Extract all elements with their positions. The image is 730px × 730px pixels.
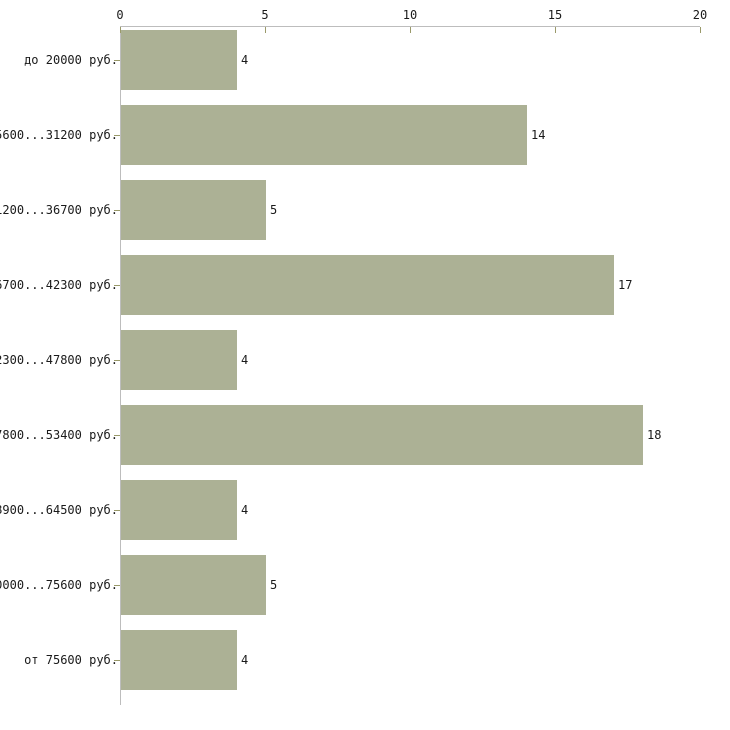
- x-tick-mark: [410, 27, 411, 33]
- x-axis-line: [120, 26, 700, 27]
- x-tick-mark: [700, 27, 701, 33]
- bar[interactable]: [121, 30, 237, 90]
- category-label: 36700...42300 руб.: [0, 278, 118, 292]
- x-tick-mark: [265, 27, 266, 33]
- bar[interactable]: [121, 330, 237, 390]
- x-tick-label: 15: [547, 8, 563, 22]
- y-axis-line: [120, 26, 121, 705]
- category-label: 47800...53400 руб.: [0, 428, 118, 442]
- y-tick-mark: [114, 60, 120, 61]
- bar[interactable]: [121, 480, 237, 540]
- x-tick-label: 0: [116, 8, 124, 22]
- category-label: 31200...36700 руб.: [0, 203, 118, 217]
- bar[interactable]: [121, 180, 266, 240]
- y-tick-mark: [114, 585, 120, 586]
- y-tick-mark: [114, 210, 120, 211]
- y-tick-mark: [114, 285, 120, 286]
- bar-value-label: 4: [241, 653, 249, 667]
- bar-value-label: 17: [618, 278, 633, 292]
- y-tick-mark: [114, 510, 120, 511]
- x-tick-label: 10: [402, 8, 418, 22]
- bar[interactable]: [121, 630, 237, 690]
- bar-value-label: 4: [241, 53, 249, 67]
- bar[interactable]: [121, 555, 266, 615]
- x-tick-mark: [555, 27, 556, 33]
- category-label: 25600...31200 руб.: [0, 128, 118, 142]
- x-tick-label: 20: [692, 8, 708, 22]
- bar-value-label: 5: [270, 203, 278, 217]
- bar[interactable]: [121, 105, 527, 165]
- bar-value-label: 4: [241, 503, 249, 517]
- x-tick-mark: [120, 27, 121, 33]
- category-label: 70000...75600 руб.: [0, 578, 118, 592]
- y-tick-mark: [114, 660, 120, 661]
- x-tick-label: 5: [261, 8, 269, 22]
- bar[interactable]: [121, 405, 643, 465]
- y-tick-mark: [114, 435, 120, 436]
- y-tick-mark: [114, 360, 120, 361]
- category-label: 58900...64500 руб.: [0, 503, 118, 517]
- category-label: до 20000 руб.: [24, 53, 118, 67]
- category-label: 42300...47800 руб.: [0, 353, 118, 367]
- bar[interactable]: [121, 255, 614, 315]
- bar-value-label: 14: [531, 128, 546, 142]
- category-label: от 75600 руб.: [24, 653, 118, 667]
- bar-value-label: 5: [270, 578, 278, 592]
- bar-value-label: 4: [241, 353, 249, 367]
- bar-value-label: 18: [647, 428, 662, 442]
- y-tick-mark: [114, 135, 120, 136]
